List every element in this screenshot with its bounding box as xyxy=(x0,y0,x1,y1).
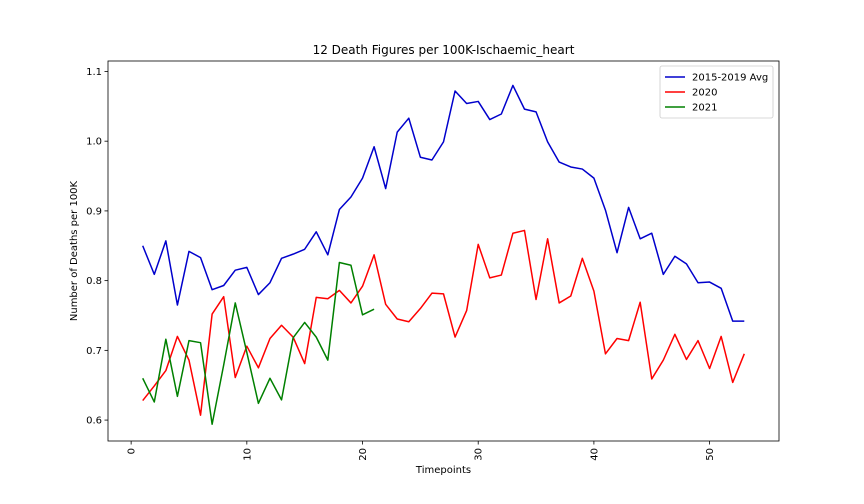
series-line-0 xyxy=(142,84,745,322)
x-axis-title: Timepoints xyxy=(415,465,471,476)
x-tick-label: 40 xyxy=(589,448,600,461)
legend-label-0: 2015-2019 Avg xyxy=(692,73,768,84)
legend: 2015-2019 Avg 2020 2021 xyxy=(659,65,774,119)
x-tick-label: 10 xyxy=(242,448,253,461)
y-axis-title: Number of Deaths per 100K xyxy=(69,180,80,321)
plot-area: 0 10 20 30 40 50 0.6 0.7 0.8 0.9 1.0 1.1 xyxy=(86,60,780,461)
series-layer xyxy=(142,84,745,426)
y-tick-label: 0.7 xyxy=(86,346,102,357)
x-tick-label: 30 xyxy=(474,448,485,461)
y-tick-label: 1.0 xyxy=(86,137,102,148)
y-tick-label: 1.1 xyxy=(86,67,102,78)
plot-frame xyxy=(107,60,780,442)
x-tick-label: 50 xyxy=(705,448,716,461)
x-axis: 0 10 20 30 40 50 xyxy=(127,441,716,461)
x-tick-label: 0 xyxy=(127,448,138,454)
legend-box xyxy=(659,65,774,119)
series-line-1 xyxy=(142,229,745,416)
legend-label-2: 2021 xyxy=(692,103,717,114)
y-tick-label: 0.8 xyxy=(86,276,102,287)
legend-label-1: 2020 xyxy=(692,88,717,99)
y-tick-label: 0.6 xyxy=(86,416,102,427)
series-line-2 xyxy=(142,261,375,426)
chart-title: 12 Death Figures per 100K-Ischaemic_hear… xyxy=(313,43,575,57)
y-axis: 0.6 0.7 0.8 0.9 1.0 1.1 xyxy=(86,67,108,427)
y-tick-label: 0.9 xyxy=(86,206,102,217)
x-tick-label: 20 xyxy=(358,448,369,461)
